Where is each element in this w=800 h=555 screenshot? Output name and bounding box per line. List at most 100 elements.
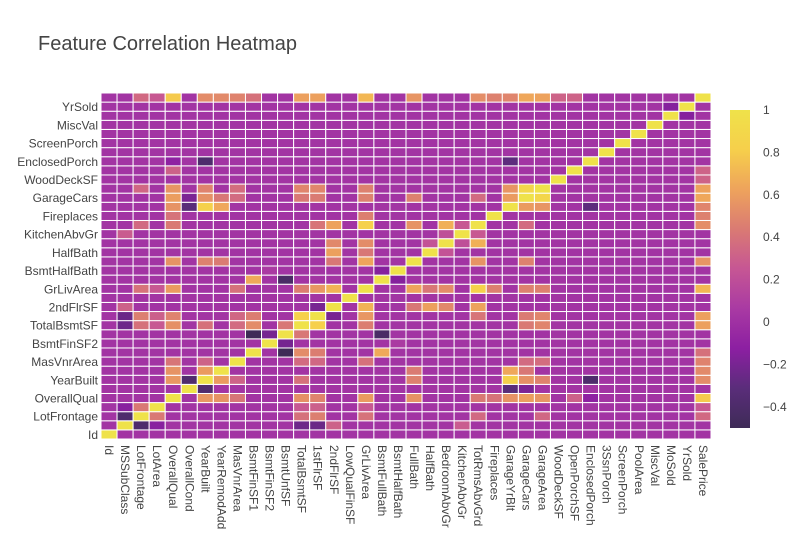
heatmap-cell bbox=[485, 201, 503, 212]
heatmap-cell bbox=[228, 174, 246, 185]
heatmap-cell bbox=[373, 210, 391, 221]
heatmap-cell bbox=[421, 219, 439, 231]
heatmap-cell bbox=[132, 329, 150, 340]
heatmap-cell bbox=[405, 256, 423, 267]
heatmap-cell bbox=[180, 119, 198, 130]
heatmap-cell bbox=[180, 356, 198, 367]
heatmap-cell bbox=[164, 238, 182, 249]
x-tick-label: MasVnrArea bbox=[230, 445, 244, 512]
heatmap-cell bbox=[325, 311, 343, 322]
heatmap-cell bbox=[469, 229, 487, 240]
heatmap-cell bbox=[421, 347, 439, 358]
heatmap-cell bbox=[517, 320, 535, 331]
heatmap-cell bbox=[405, 347, 423, 358]
heatmap-cell bbox=[453, 119, 471, 130]
heatmap-cell bbox=[646, 301, 664, 313]
heatmap-cell bbox=[533, 192, 551, 203]
heatmap-cell bbox=[357, 392, 375, 404]
heatmap-cell bbox=[485, 183, 503, 194]
heatmap-cell bbox=[694, 420, 712, 431]
heatmap-cell bbox=[309, 165, 327, 176]
heatmap-cell bbox=[277, 292, 295, 303]
heatmap-cell bbox=[309, 283, 327, 294]
heatmap-cell bbox=[582, 156, 600, 167]
heatmap-cell bbox=[357, 210, 375, 221]
heatmap-cell bbox=[421, 229, 439, 240]
heatmap-cell bbox=[453, 247, 471, 258]
heatmap-cell bbox=[132, 274, 150, 285]
heatmap-cell bbox=[598, 301, 616, 313]
heatmap-cell bbox=[501, 147, 519, 158]
heatmap-cell bbox=[244, 274, 263, 285]
heatmap-cell bbox=[293, 329, 311, 340]
heatmap-cell bbox=[389, 210, 407, 221]
heatmap-cell bbox=[646, 338, 664, 349]
heatmap-cell bbox=[373, 320, 391, 331]
heatmap-cell bbox=[389, 365, 407, 376]
heatmap-cell bbox=[180, 292, 198, 303]
heatmap-cell bbox=[373, 256, 391, 267]
heatmap-cell bbox=[341, 165, 359, 176]
heatmap-cell bbox=[405, 238, 423, 249]
heatmap-cell bbox=[421, 147, 439, 158]
heatmap-cell bbox=[582, 128, 600, 140]
heatmap-cell bbox=[646, 201, 664, 212]
heatmap-cell bbox=[501, 356, 519, 367]
heatmap-cell bbox=[116, 256, 134, 267]
heatmap-cell bbox=[164, 356, 182, 367]
heatmap-cell bbox=[598, 247, 616, 258]
y-tick-label: MasVnrArea bbox=[31, 355, 98, 369]
heatmap-cell bbox=[469, 301, 487, 313]
heatmap-cell bbox=[357, 365, 375, 376]
heatmap-cell bbox=[614, 347, 632, 358]
heatmap-cell bbox=[614, 192, 632, 203]
heatmap-cell bbox=[357, 183, 375, 194]
heatmap-cell bbox=[678, 192, 696, 203]
heatmap-cell bbox=[405, 92, 423, 103]
heatmap-cell bbox=[228, 119, 246, 130]
heatmap-cell bbox=[132, 247, 150, 258]
heatmap-cell bbox=[244, 392, 263, 404]
heatmap-cell bbox=[469, 92, 487, 103]
heatmap-cell bbox=[325, 92, 343, 103]
heatmap-cell bbox=[614, 174, 632, 185]
heatmap-cell bbox=[630, 365, 648, 376]
heatmap-cell bbox=[437, 329, 455, 340]
heatmap-cell bbox=[694, 265, 712, 276]
heatmap-cell bbox=[549, 292, 568, 303]
heatmap-cell bbox=[469, 138, 487, 149]
heatmap-cell bbox=[437, 156, 455, 167]
heatmap-cell bbox=[148, 420, 166, 431]
heatmap-cell bbox=[325, 229, 343, 240]
heatmap-cell bbox=[132, 138, 150, 149]
heatmap-cell bbox=[678, 392, 696, 404]
heatmap-cell bbox=[325, 210, 343, 221]
heatmap-cell bbox=[293, 174, 311, 185]
heatmap-cell bbox=[501, 374, 519, 385]
heatmap-cell bbox=[453, 219, 471, 231]
heatmap-cell bbox=[164, 101, 182, 112]
heatmap-cell bbox=[212, 101, 230, 112]
heatmap-cell bbox=[421, 320, 439, 331]
colorbar-tick-label: 0.2 bbox=[763, 273, 780, 287]
heatmap-cell bbox=[694, 92, 712, 103]
heatmap-cell bbox=[373, 101, 391, 112]
heatmap-cell bbox=[341, 219, 359, 231]
heatmap-cell bbox=[228, 192, 246, 203]
heatmap-cell bbox=[261, 365, 279, 376]
heatmap-cell bbox=[646, 229, 664, 240]
heatmap-cell bbox=[517, 219, 535, 231]
heatmap-cell bbox=[116, 356, 134, 367]
heatmap-cell bbox=[277, 219, 295, 231]
heatmap-cell bbox=[373, 392, 391, 404]
heatmap-cell bbox=[244, 210, 263, 221]
heatmap-cell bbox=[533, 311, 551, 322]
heatmap-cell bbox=[646, 383, 664, 394]
y-tick-label: HalfBath bbox=[52, 246, 98, 260]
heatmap-cell bbox=[646, 183, 664, 194]
heatmap-cell bbox=[485, 383, 503, 394]
heatmap-cell bbox=[421, 128, 439, 140]
heatmap-cell bbox=[678, 347, 696, 358]
heatmap-cell bbox=[261, 238, 279, 249]
heatmap-cell bbox=[566, 138, 584, 149]
